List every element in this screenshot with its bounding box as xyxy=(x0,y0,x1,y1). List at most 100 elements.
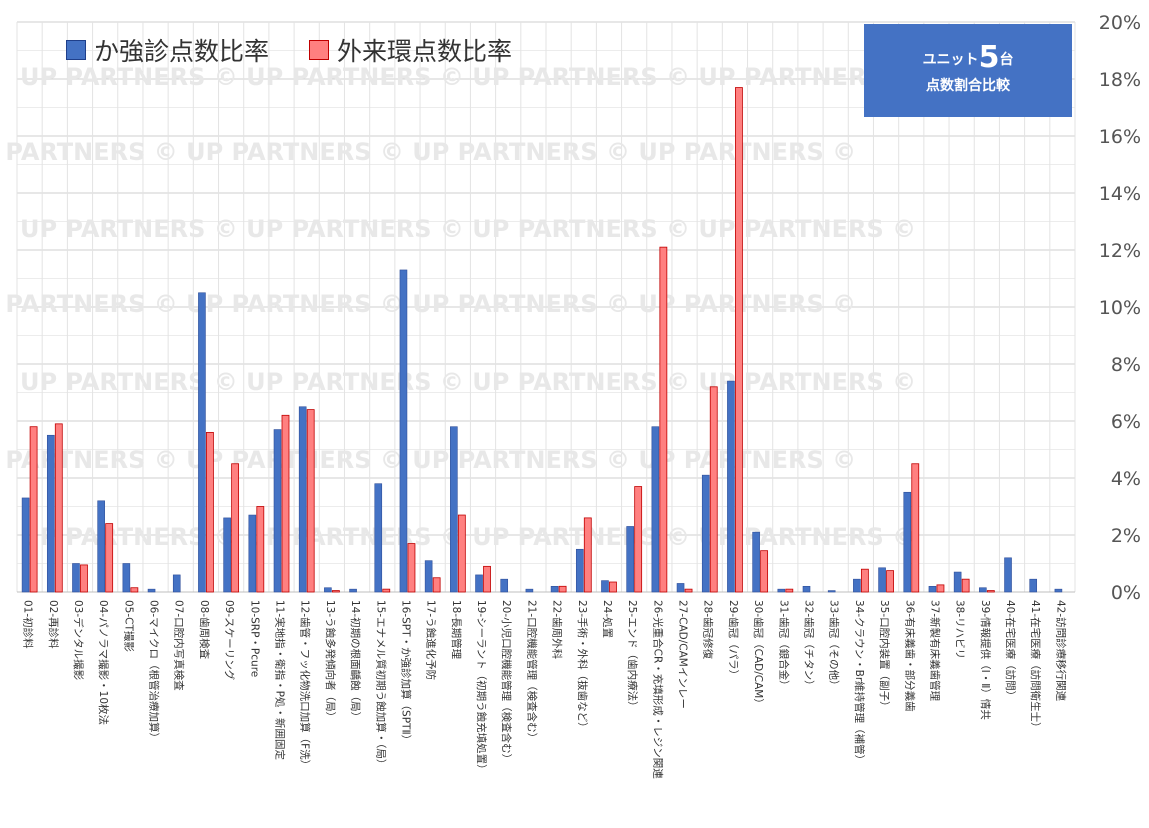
bar-series1 xyxy=(651,426,660,593)
bar-series1 xyxy=(777,588,786,593)
x-tick-label: 23-手術・外科（抜歯など） xyxy=(576,600,589,733)
x-tick-label: 09-スケーリング xyxy=(223,600,236,681)
bar-series1 xyxy=(1054,588,1063,593)
x-tick-label: 31-歯冠（銀合金） xyxy=(777,600,790,691)
watermark-text: UP PARTNERS © UP PARTNERS © UP PARTNERS … xyxy=(20,215,916,243)
bar-series1 xyxy=(349,588,357,593)
bar-series1 xyxy=(827,590,836,593)
x-tick-label: 24-処置 xyxy=(601,600,614,638)
x-tick-label: 30-歯冠（CAD/CAM） xyxy=(752,600,765,709)
y-tick-label: 4% xyxy=(1111,468,1141,490)
bar-series2 xyxy=(583,517,592,593)
x-tick-label: 38-リハビリ xyxy=(954,600,966,659)
x-tick-label: 35-口腔内装置（副子） xyxy=(878,600,891,712)
bar-series1 xyxy=(475,574,483,593)
x-tick-label: 06-マイクロ（根管治療加算） xyxy=(148,600,161,743)
y-tick-label: 10% xyxy=(1099,297,1141,319)
x-tick-label: 29-歯冠（パラ） xyxy=(727,600,740,680)
bar-series1 xyxy=(575,548,584,593)
bar-series1 xyxy=(21,497,30,593)
x-tick-label: 40-在宅医療（訪問） xyxy=(1004,600,1017,701)
watermark-text: UP PARTNERS © UP PARTNERS © UP PARTNERS … xyxy=(20,368,916,396)
bars xyxy=(21,87,1063,593)
watermark-text: UP PARTNERS © UP PARTNERS © UP PARTNERS … xyxy=(20,63,916,91)
bar-series2 xyxy=(306,409,315,593)
bar-series1 xyxy=(374,483,383,593)
badge-number: 5 xyxy=(978,40,1000,75)
badge-title: ユニット5台 xyxy=(864,40,1072,75)
bar-series2 xyxy=(457,514,466,593)
badge-prefix: ユニット xyxy=(922,52,979,68)
bar-series1 xyxy=(626,526,634,593)
bar-series1 xyxy=(324,587,332,593)
legend-item-series2: 外来環点数比率 xyxy=(309,32,512,68)
bar-series1 xyxy=(248,514,257,593)
bar-series1 xyxy=(97,500,105,593)
x-tick-label: 32-歯冠（チタン） xyxy=(803,600,816,691)
bar-series2 xyxy=(407,543,416,593)
x-tick-label: 33-歯冠（その他） xyxy=(828,600,841,691)
x-tick-label: 28-歯冠修復 xyxy=(702,600,715,660)
bar-series2 xyxy=(986,590,995,593)
bar-series2 xyxy=(634,486,643,593)
bar-series2 xyxy=(483,565,491,593)
bar-series1 xyxy=(399,269,408,593)
bar-series1 xyxy=(802,585,811,593)
bar-series1 xyxy=(601,580,609,593)
bar-series1 xyxy=(273,429,282,593)
bar-series2 xyxy=(659,246,668,593)
bar-series2 xyxy=(105,523,114,593)
bar-series1 xyxy=(1029,578,1038,593)
bar-series1 xyxy=(878,567,886,593)
bar-series1 xyxy=(172,574,181,593)
bar-series2 xyxy=(709,386,718,593)
x-tick-label: 21-口腔機能管理（検査含む） xyxy=(525,600,538,743)
x-tick-label: 37-新製有床義歯管理 xyxy=(928,600,941,702)
bar-series1 xyxy=(450,426,458,593)
bar-series2 xyxy=(206,431,214,593)
bar-series1 xyxy=(198,292,206,593)
y-tick-label: 16% xyxy=(1099,126,1141,148)
bar-series2 xyxy=(785,588,794,593)
x-tick-label: 20-小児口腔機能管理（検査含む） xyxy=(500,600,513,764)
legend-label-series2: 外来環点数比率 xyxy=(337,37,513,66)
y-axis-ticks: 0% 2% 4% 6% 8% 10% 12% 14% 16% 18% 20% xyxy=(1099,12,1141,604)
y-tick-label: 2% xyxy=(1111,525,1141,547)
bar-series2 xyxy=(130,587,139,593)
bar-series1 xyxy=(72,563,80,593)
y-tick-label: 20% xyxy=(1099,12,1141,34)
x-tick-label: 42-訪問診療移行関連 xyxy=(1054,600,1067,702)
x-tick-label: 10-SRP・Pcure xyxy=(248,600,260,677)
bar-series1 xyxy=(223,517,231,593)
bar-series1 xyxy=(903,491,912,593)
x-tick-label: 26-光重合CR・充填形成・レジン関連 xyxy=(651,600,664,779)
bar-series1 xyxy=(298,406,307,593)
bar-series2 xyxy=(331,590,340,593)
legend-swatch-blue xyxy=(66,40,86,60)
bar-series1 xyxy=(525,588,534,593)
legend-swatch-red xyxy=(309,40,330,60)
x-tick-label: 02-再診料 xyxy=(47,600,60,649)
legend: か強診点数比率 外来環点数比率 xyxy=(66,32,552,68)
bar-series1 xyxy=(853,578,861,593)
badge-subtitle: 点数割合比較 xyxy=(926,78,1010,94)
x-tick-label: 14-初期の根面齲蝕（局） xyxy=(349,600,362,722)
x-tick-label: 04-パノラマ撮影・10枚法 xyxy=(97,600,110,725)
bar-series2 xyxy=(860,568,869,593)
y-tick-label: 12% xyxy=(1099,240,1141,262)
bar-series2 xyxy=(936,584,945,593)
x-tick-label: 17-う蝕進化予防 xyxy=(425,600,438,680)
y-tick-label: 0% xyxy=(1111,582,1141,604)
badge-suffix: 台 xyxy=(999,52,1014,68)
x-tick-label: 22-歯周外科 xyxy=(551,600,564,660)
bar-series2 xyxy=(29,426,38,593)
x-axis-labels: 01-初診料 02-再診料 03-デンタル撮影 04-パノラマ撮影・10枚法 05-CT… xyxy=(22,600,1068,779)
bar-series1 xyxy=(701,474,710,593)
bar-series1 xyxy=(727,380,735,593)
bar-series2 xyxy=(382,588,391,593)
bar-series1 xyxy=(46,434,55,593)
bar-series2 xyxy=(886,570,894,593)
x-tick-label: 15-エナメル質初期う蝕加算・（局） xyxy=(374,600,387,769)
watermark: UP PARTNERS © UP PARTNERS © UP PARTNERS … xyxy=(0,63,916,551)
